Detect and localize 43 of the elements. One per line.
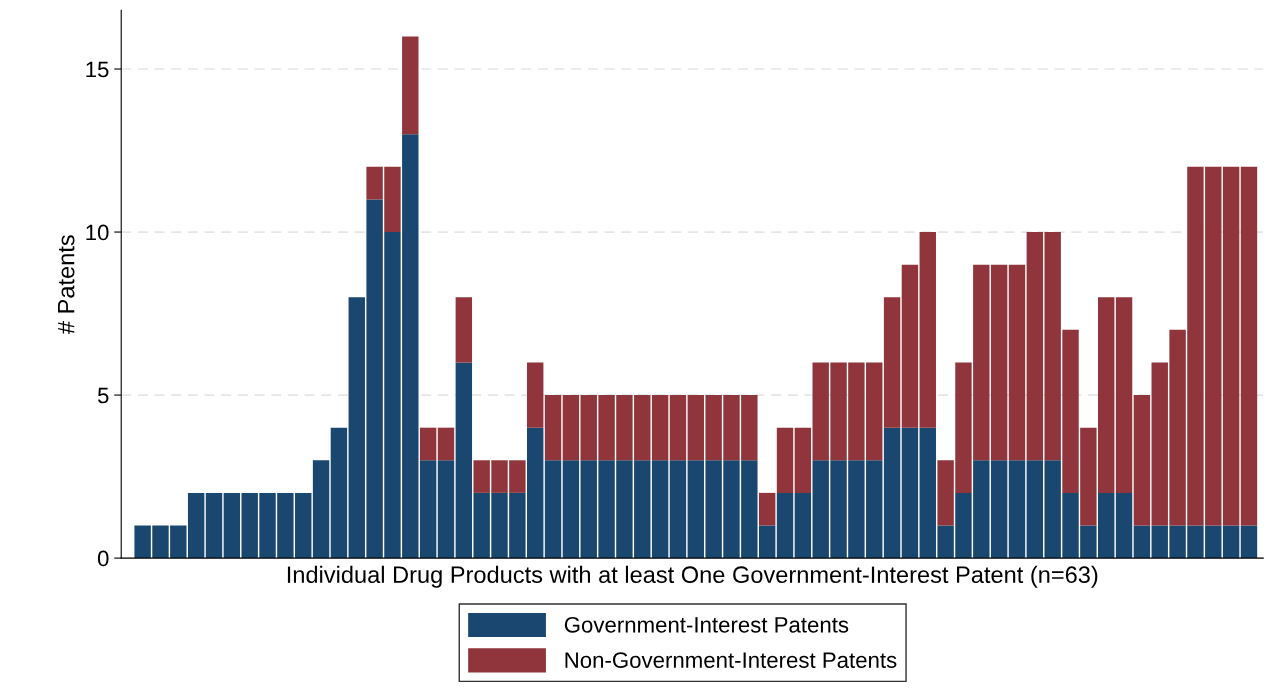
y-tick-label: 15 [86, 61, 109, 78]
bar [1115, 297, 1133, 493]
bar [330, 427, 348, 559]
bar [544, 395, 562, 461]
bar [1133, 525, 1151, 559]
bar [883, 427, 901, 559]
bar [1008, 264, 1026, 461]
bar [919, 232, 936, 428]
bar [402, 36, 419, 135]
bar [1115, 492, 1133, 559]
bar [455, 297, 473, 363]
bar [1240, 525, 1258, 559]
y-tick-label: 0 [97, 550, 109, 567]
bar [1222, 525, 1240, 559]
bar [437, 460, 455, 559]
legend-label: Non-Government-Interest Patents [565, 652, 897, 668]
bar [562, 460, 580, 559]
bar [437, 427, 455, 461]
bar [312, 460, 330, 559]
bar [526, 362, 544, 428]
y-tick-label: 5 [97, 387, 109, 404]
bar [1133, 395, 1151, 526]
y-axis-title: # Patents [58, 235, 75, 334]
bar [883, 297, 901, 428]
bar [544, 460, 562, 559]
bar [651, 460, 669, 559]
bar [562, 395, 580, 461]
bar [901, 427, 919, 559]
bar [651, 395, 669, 461]
bar [776, 427, 794, 493]
bar [205, 492, 223, 559]
x-axis-title: Individual Drug Products with at least One Government-Interest Patent (n=63) [287, 565, 1098, 588]
bar [758, 492, 776, 526]
bar [419, 427, 437, 461]
bar [1222, 166, 1240, 526]
bar [1008, 460, 1026, 559]
bar [669, 460, 687, 559]
bar [901, 264, 919, 428]
y-tick-label: 10 [86, 224, 109, 241]
bar [669, 395, 687, 461]
legend-label: Government-Interest Patents [564, 616, 849, 633]
bar [776, 492, 794, 559]
bar [1240, 166, 1258, 526]
